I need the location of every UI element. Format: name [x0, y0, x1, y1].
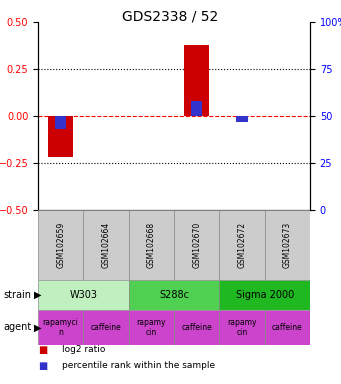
FancyBboxPatch shape: [83, 210, 129, 280]
FancyBboxPatch shape: [219, 210, 265, 280]
Text: rapamyci
n: rapamyci n: [43, 318, 79, 337]
Text: log2 ratio: log2 ratio: [62, 346, 105, 354]
FancyBboxPatch shape: [38, 280, 129, 310]
Text: caffeine: caffeine: [181, 323, 212, 332]
Text: GSM102668: GSM102668: [147, 222, 156, 268]
Bar: [236, 116, 248, 122]
FancyBboxPatch shape: [38, 310, 83, 345]
Text: W303: W303: [69, 290, 97, 300]
Text: caffeine: caffeine: [91, 323, 121, 332]
FancyBboxPatch shape: [129, 210, 174, 280]
FancyBboxPatch shape: [219, 310, 265, 345]
Text: GSM102659: GSM102659: [56, 222, 65, 268]
Text: Sigma 2000: Sigma 2000: [236, 290, 294, 300]
Text: rapamy
cin: rapamy cin: [227, 318, 257, 337]
Text: GSM102670: GSM102670: [192, 222, 201, 268]
FancyBboxPatch shape: [174, 210, 219, 280]
Text: GDS2338 / 52: GDS2338 / 52: [122, 10, 219, 23]
Bar: [48, 116, 73, 157]
FancyBboxPatch shape: [174, 310, 219, 345]
Text: ▶: ▶: [34, 323, 42, 333]
Text: GSM102672: GSM102672: [237, 222, 247, 268]
Text: ▶: ▶: [34, 290, 42, 300]
Text: S288c: S288c: [159, 290, 189, 300]
Text: GSM102664: GSM102664: [102, 222, 110, 268]
FancyBboxPatch shape: [129, 310, 174, 345]
FancyBboxPatch shape: [219, 280, 310, 310]
Text: ■: ■: [38, 345, 47, 355]
Bar: [55, 116, 66, 129]
Text: strain: strain: [3, 290, 31, 300]
Text: agent: agent: [3, 323, 32, 333]
Bar: [191, 101, 202, 116]
Text: ■: ■: [38, 361, 47, 371]
Bar: [184, 45, 209, 116]
Text: percentile rank within the sample: percentile rank within the sample: [62, 361, 215, 371]
FancyBboxPatch shape: [265, 210, 310, 280]
FancyBboxPatch shape: [83, 310, 129, 345]
FancyBboxPatch shape: [129, 280, 219, 310]
Text: caffeine: caffeine: [272, 323, 303, 332]
FancyBboxPatch shape: [38, 210, 83, 280]
FancyBboxPatch shape: [265, 310, 310, 345]
Text: rapamy
cin: rapamy cin: [137, 318, 166, 337]
Text: GSM102673: GSM102673: [283, 222, 292, 268]
